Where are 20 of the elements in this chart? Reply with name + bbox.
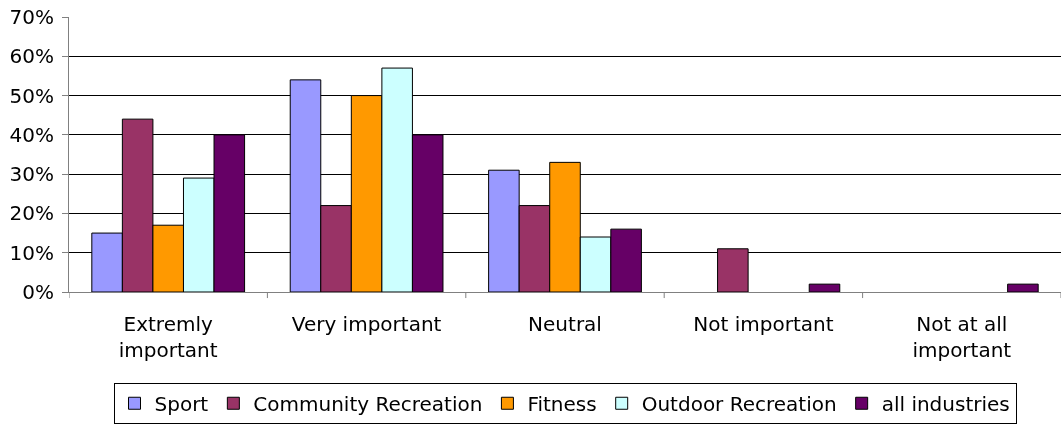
x-tick-label: Very important (291, 312, 442, 336)
x-tick-label: Not important (693, 312, 834, 336)
legend-label: Fitness (527, 392, 597, 417)
y-tick-label: 70% (9, 5, 54, 29)
bar (1007, 283, 1039, 292)
y-tick-label: 0% (22, 280, 54, 304)
bar (808, 283, 841, 292)
legend-label: Community Recreation (253, 392, 483, 417)
legend-label: Outdoor Recreation (641, 392, 837, 417)
x-tick-label: Not at all important (912, 312, 1012, 362)
legend-label: Sport (154, 392, 209, 417)
y-tick-label: 10% (9, 240, 54, 265)
y-tick-label: 20% (9, 201, 54, 226)
y-tick-label: 40% (9, 122, 54, 147)
y-tick-label: 30% (9, 162, 54, 187)
x-tick-label: Extremly important (118, 312, 218, 362)
y-tick-label: 50% (9, 83, 54, 108)
legend-label: all industries (881, 392, 1010, 417)
y-tick-label: 60% (9, 44, 54, 69)
x-tick-label: Neutral (528, 312, 602, 336)
